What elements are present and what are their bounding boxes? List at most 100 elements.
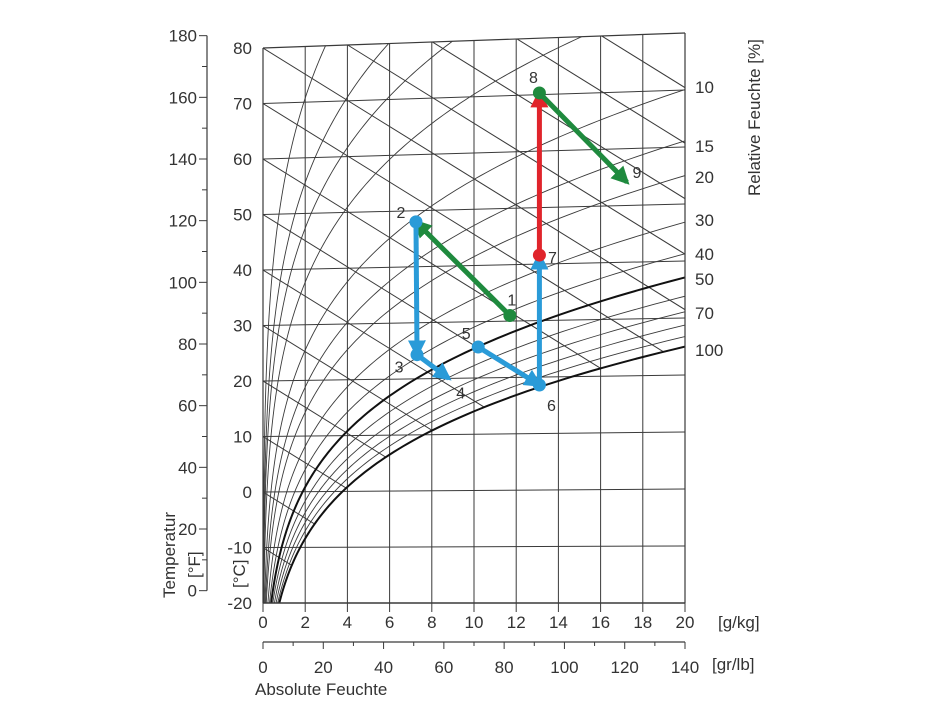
grid-clipped [263, 34, 685, 603]
rh-curve-5 [263, 36, 582, 603]
y-tick-label-celsius: 20 [233, 372, 252, 391]
x-tick-label-grlb: 140 [671, 658, 699, 677]
y-tick-label-fahrenheit: 120 [169, 212, 197, 231]
point-label-7: 7 [548, 250, 557, 267]
point-label-5: 5 [462, 326, 471, 343]
enthalpy-line [347, 44, 685, 255]
chart-axes [199, 32, 686, 649]
rh-curve-30 [267, 221, 685, 603]
y-tick-label-fahrenheit: 20 [178, 520, 197, 539]
process-point-5 [471, 340, 485, 354]
x-tick-label-gkg: 4 [343, 613, 352, 632]
x-tick-label-gkg: 16 [591, 613, 610, 632]
y-tick-label-fahrenheit: 80 [178, 335, 197, 354]
rh-curve-80 [275, 324, 685, 603]
enthalpy-line [432, 41, 685, 200]
x-tick-label-gkg: 12 [507, 613, 526, 632]
enthalpy-line [263, 436, 532, 603]
process-point-2 [409, 215, 423, 229]
x-tick-label-grlb: 100 [550, 658, 578, 677]
x-tick-label-gkg: 10 [465, 613, 484, 632]
point-label-4: 4 [456, 385, 465, 402]
point-label-1: 1 [507, 292, 516, 309]
rh-curve-70 [273, 311, 685, 603]
y-tick-label-celsius: -10 [227, 539, 252, 558]
y-tick-label-celsius: 70 [233, 95, 252, 114]
x-tick-label-grlb: 40 [374, 658, 393, 677]
chart-labels: 0 2 4 6 8 10 12 14 16 18 200 20 40 60 80 100 120 140-20-1… [160, 27, 764, 699]
x-tick-label-gkg: 0 [258, 613, 267, 632]
process-point-7 [532, 248, 546, 262]
y-tick-label-fahrenheit: 160 [169, 88, 197, 107]
y-tick-label-celsius: 30 [233, 317, 252, 336]
x-tick-label-gkg: 8 [427, 613, 436, 632]
process-point-3 [410, 348, 424, 362]
rh-curve-2 [263, 43, 389, 603]
temperature-gridline [263, 374, 685, 382]
y-tick-label-celsius: 80 [233, 39, 252, 58]
y-unit-celsius: [°C] [230, 559, 249, 588]
x-tick-label-gkg: 14 [549, 613, 568, 632]
temperature-gridline [263, 260, 685, 271]
rh-curve-10 [264, 89, 685, 603]
temperature-gridline [263, 203, 685, 215]
rh-curve-60 [272, 295, 685, 603]
y-tick-label-celsius: 40 [233, 261, 252, 280]
y-tick-label-fahrenheit: 140 [169, 150, 197, 169]
process-arrow-2-3 [407, 221, 426, 359]
enthalpy-line [516, 38, 685, 144]
process-point-8 [532, 86, 546, 100]
rh-label: 15 [695, 137, 714, 156]
enthalpy-line [263, 103, 685, 366]
x-tick-label-grlb: 0 [258, 658, 267, 677]
process-arrow-5-6 [476, 344, 543, 388]
y-tick-label-fahrenheit: 100 [169, 273, 197, 292]
process-arrows [407, 86, 630, 392]
temperature-gridline [263, 545, 685, 548]
rh-label: 40 [695, 245, 714, 264]
enthalpy-line [263, 47, 685, 311]
rh-curve-3 [263, 40, 453, 603]
y-tick-label-celsius: 0 [243, 483, 252, 502]
temperature-gridline [263, 488, 685, 493]
enthalpy-line [601, 35, 685, 89]
point-label-9: 9 [633, 165, 642, 182]
y-tick-label-fahrenheit: 40 [178, 458, 197, 477]
rh-label: 100 [695, 341, 723, 360]
y-axis-title: Temperatur [160, 512, 179, 598]
x-tick-label-gkg: 2 [300, 613, 309, 632]
x-tick-label-gkg: 20 [676, 613, 695, 632]
rh-curve-40 [269, 253, 685, 603]
rh-curve-50 [270, 276, 685, 603]
x-tick-label-gkg: 6 [385, 613, 394, 632]
point-label-3: 3 [395, 360, 404, 377]
temperature-gridline [263, 431, 685, 437]
rh-label: 20 [695, 168, 714, 187]
y-unit-fahrenheit: [°F] [185, 551, 204, 578]
x-unit-grlb: [gr/lb] [712, 655, 755, 674]
y-tick-label-fahrenheit: 180 [169, 27, 197, 46]
process-point-6 [532, 378, 546, 392]
rh-curve-20 [265, 175, 685, 603]
rh-curve-100 [278, 345, 685, 603]
rh-curve-15 [264, 140, 685, 603]
y-tick-label-celsius: -20 [227, 594, 252, 613]
rh-curve-1 [263, 45, 326, 603]
process-point-1 [503, 308, 517, 322]
point-label-8: 8 [529, 70, 538, 87]
x-tick-label-grlb: 60 [434, 658, 453, 677]
y-tick-label-celsius: 10 [233, 428, 252, 447]
x-tick-label-gkg: 18 [633, 613, 652, 632]
temperature-gridline [263, 146, 685, 160]
rh-label: 10 [695, 78, 714, 97]
rh-label: 30 [695, 211, 714, 230]
chart-grid [263, 34, 685, 603]
process-arrow-1-2 [413, 219, 512, 318]
y-tick-label-celsius: 50 [233, 206, 252, 225]
point-label-6: 6 [547, 398, 556, 415]
y-tick-label-celsius: 60 [233, 150, 252, 169]
rh-axis-title: Relative Feuchte [%] [745, 39, 764, 196]
x-unit-gkg: [g/kg] [718, 613, 760, 632]
rh-label: 50 [695, 270, 714, 289]
